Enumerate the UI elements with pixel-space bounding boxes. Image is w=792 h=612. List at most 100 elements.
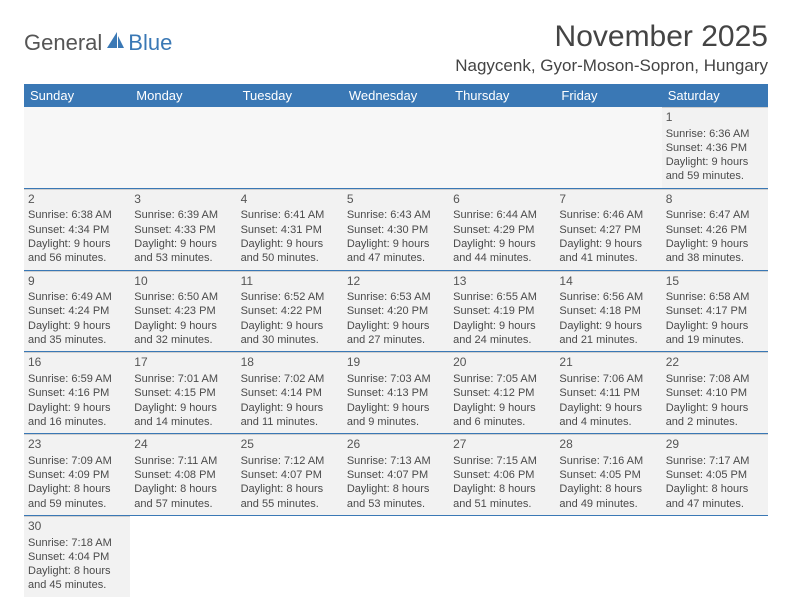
daylight-text: and 2 minutes. [666, 415, 764, 429]
sail-icon [104, 30, 126, 56]
daylight-text: and 56 minutes. [28, 251, 126, 265]
brand-part2: Blue [128, 30, 172, 56]
sunset-text: Sunset: 4:27 PM [559, 223, 657, 237]
daylight-text: Daylight: 9 hours [28, 401, 126, 415]
daylight-text: Daylight: 9 hours [347, 319, 445, 333]
daylight-text: Daylight: 9 hours [453, 401, 551, 415]
day-number: 11 [241, 274, 339, 290]
day-number: 7 [559, 192, 657, 208]
header: General Blue November 2025 Nagycenk, Gyo… [24, 20, 768, 76]
weekday-header: Sunday Monday Tuesday Wednesday Thursday… [24, 84, 768, 107]
day-cell-empty [130, 107, 236, 188]
day-cell: 9Sunrise: 6:49 AMSunset: 4:24 PMDaylight… [24, 271, 130, 352]
sunrise-text: Sunrise: 6:44 AM [453, 208, 551, 222]
daylight-text: Daylight: 8 hours [559, 482, 657, 496]
day-number: 20 [453, 355, 551, 371]
brand-logo: General Blue [24, 20, 172, 56]
daylight-text: Daylight: 8 hours [453, 482, 551, 496]
daylight-text: and 53 minutes. [134, 251, 232, 265]
daylight-text: Daylight: 8 hours [241, 482, 339, 496]
daylight-text: Daylight: 9 hours [134, 237, 232, 251]
day-cell: 26Sunrise: 7:13 AMSunset: 4:07 PMDayligh… [343, 434, 449, 515]
daylight-text: Daylight: 9 hours [666, 401, 764, 415]
week-row: 16Sunrise: 6:59 AMSunset: 4:16 PMDayligh… [24, 352, 768, 434]
day-number: 22 [666, 355, 764, 371]
daylight-text: Daylight: 8 hours [347, 482, 445, 496]
day-cell: 23Sunrise: 7:09 AMSunset: 4:09 PMDayligh… [24, 434, 130, 515]
day-number: 15 [666, 274, 764, 290]
daylight-text: and 19 minutes. [666, 333, 764, 347]
daylight-text: and 14 minutes. [134, 415, 232, 429]
daylight-text: Daylight: 9 hours [241, 319, 339, 333]
week-row: 9Sunrise: 6:49 AMSunset: 4:24 PMDaylight… [24, 271, 768, 353]
weekday-label: Wednesday [343, 84, 449, 107]
sunrise-text: Sunrise: 6:39 AM [134, 208, 232, 222]
sunset-text: Sunset: 4:30 PM [347, 223, 445, 237]
day-number: 27 [453, 437, 551, 453]
daylight-text: Daylight: 9 hours [666, 237, 764, 251]
day-cell: 5Sunrise: 6:43 AMSunset: 4:30 PMDaylight… [343, 189, 449, 270]
sunset-text: Sunset: 4:04 PM [28, 550, 126, 564]
day-number: 26 [347, 437, 445, 453]
day-cell: 6Sunrise: 6:44 AMSunset: 4:29 PMDaylight… [449, 189, 555, 270]
daylight-text: Daylight: 8 hours [666, 482, 764, 496]
sunrise-text: Sunrise: 7:18 AM [28, 536, 126, 550]
daylight-text: and 38 minutes. [666, 251, 764, 265]
daylight-text: Daylight: 9 hours [666, 319, 764, 333]
sunrise-text: Sunrise: 7:15 AM [453, 454, 551, 468]
day-number: 13 [453, 274, 551, 290]
sunrise-text: Sunrise: 6:59 AM [28, 372, 126, 386]
day-cell-empty [24, 107, 130, 188]
weeks-container: 1Sunrise: 6:36 AMSunset: 4:36 PMDaylight… [24, 107, 768, 597]
day-cell: 25Sunrise: 7:12 AMSunset: 4:07 PMDayligh… [237, 434, 343, 515]
daylight-text: Daylight: 8 hours [28, 482, 126, 496]
sunrise-text: Sunrise: 7:16 AM [559, 454, 657, 468]
daylight-text: Daylight: 9 hours [241, 401, 339, 415]
sunrise-text: Sunrise: 7:12 AM [241, 454, 339, 468]
day-number: 9 [28, 274, 126, 290]
daylight-text: Daylight: 9 hours [347, 237, 445, 251]
day-cell-empty [449, 516, 555, 597]
day-number: 10 [134, 274, 232, 290]
sunrise-text: Sunrise: 6:38 AM [28, 208, 126, 222]
sunrise-text: Sunrise: 7:11 AM [134, 454, 232, 468]
day-cell: 2Sunrise: 6:38 AMSunset: 4:34 PMDaylight… [24, 189, 130, 270]
sunrise-text: Sunrise: 6:58 AM [666, 290, 764, 304]
daylight-text: Daylight: 9 hours [134, 319, 232, 333]
sunset-text: Sunset: 4:09 PM [28, 468, 126, 482]
daylight-text: Daylight: 9 hours [28, 237, 126, 251]
daylight-text: and 41 minutes. [559, 251, 657, 265]
daylight-text: and 59 minutes. [666, 169, 764, 183]
day-cell-empty [449, 107, 555, 188]
sunrise-text: Sunrise: 6:55 AM [453, 290, 551, 304]
sunrise-text: Sunrise: 7:08 AM [666, 372, 764, 386]
sunrise-text: Sunrise: 7:06 AM [559, 372, 657, 386]
day-number: 19 [347, 355, 445, 371]
day-cell: 21Sunrise: 7:06 AMSunset: 4:11 PMDayligh… [555, 352, 661, 433]
daylight-text: Daylight: 9 hours [134, 401, 232, 415]
day-cell-empty [343, 107, 449, 188]
day-cell-empty [237, 107, 343, 188]
week-row: 1Sunrise: 6:36 AMSunset: 4:36 PMDaylight… [24, 107, 768, 189]
daylight-text: and 6 minutes. [453, 415, 551, 429]
day-cell: 3Sunrise: 6:39 AMSunset: 4:33 PMDaylight… [130, 189, 236, 270]
sunrise-text: Sunrise: 6:50 AM [134, 290, 232, 304]
daylight-text: and 35 minutes. [28, 333, 126, 347]
sunset-text: Sunset: 4:29 PM [453, 223, 551, 237]
sunset-text: Sunset: 4:10 PM [666, 386, 764, 400]
daylight-text: and 24 minutes. [453, 333, 551, 347]
daylight-text: and 21 minutes. [559, 333, 657, 347]
sunrise-text: Sunrise: 6:53 AM [347, 290, 445, 304]
day-cell: 7Sunrise: 6:46 AMSunset: 4:27 PMDaylight… [555, 189, 661, 270]
day-cell: 27Sunrise: 7:15 AMSunset: 4:06 PMDayligh… [449, 434, 555, 515]
day-number: 1 [666, 110, 764, 126]
sunrise-text: Sunrise: 7:09 AM [28, 454, 126, 468]
sunset-text: Sunset: 4:16 PM [28, 386, 126, 400]
daylight-text: Daylight: 9 hours [559, 319, 657, 333]
sunset-text: Sunset: 4:31 PM [241, 223, 339, 237]
sunset-text: Sunset: 4:36 PM [666, 141, 764, 155]
daylight-text: Daylight: 8 hours [134, 482, 232, 496]
daylight-text: Daylight: 9 hours [453, 319, 551, 333]
sunrise-text: Sunrise: 7:13 AM [347, 454, 445, 468]
sunset-text: Sunset: 4:22 PM [241, 304, 339, 318]
